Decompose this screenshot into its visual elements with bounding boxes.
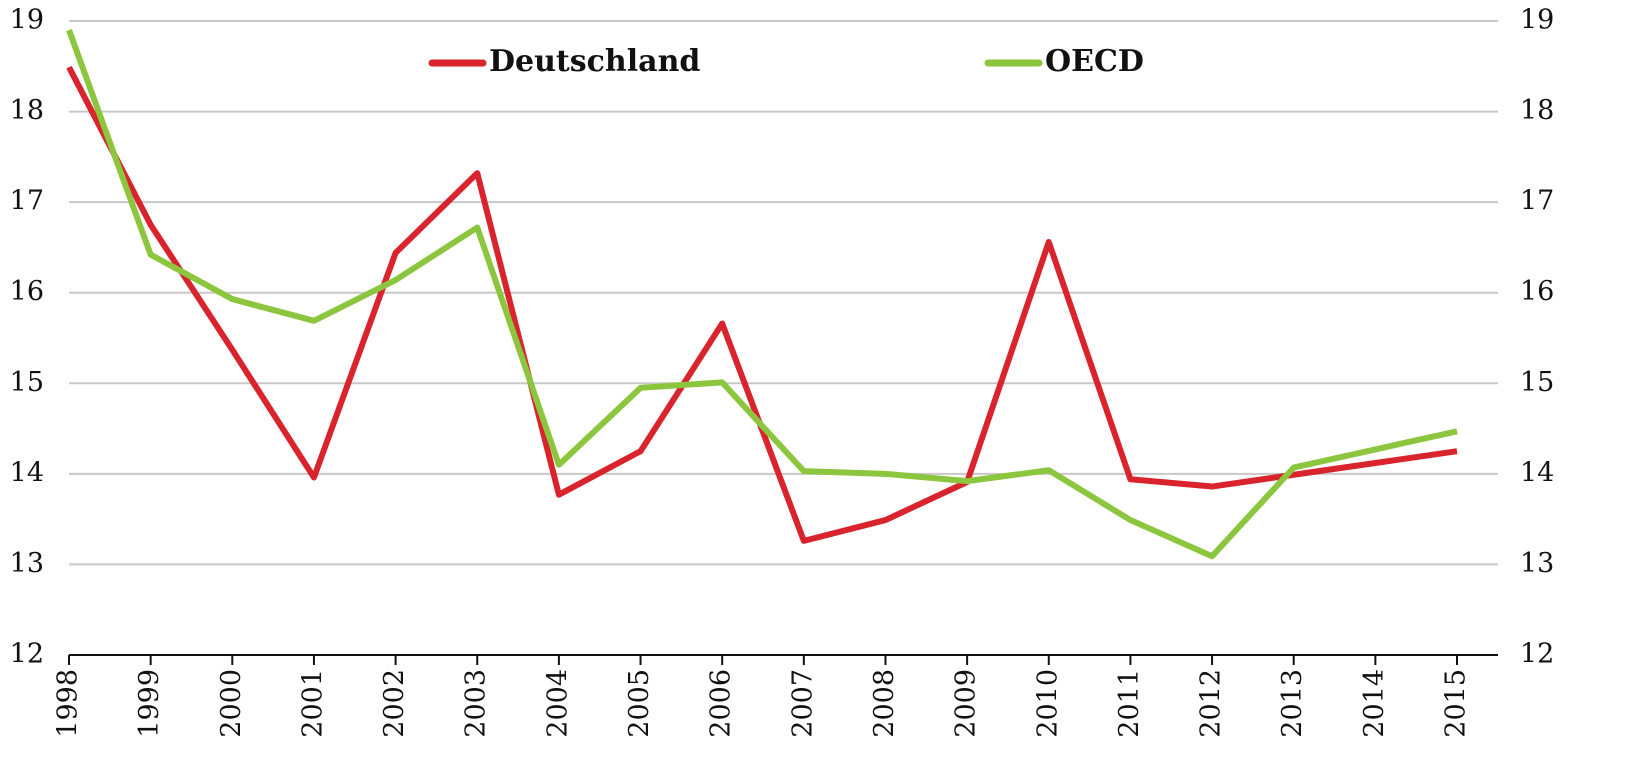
x-tick-label: 2009 xyxy=(951,669,982,738)
y2-tick-label: 15 xyxy=(1520,367,1554,398)
y2-tick-label: 17 xyxy=(1520,186,1554,217)
y-tick-label: 18 xyxy=(10,95,44,126)
y-tick-label: 14 xyxy=(10,457,44,488)
data-line xyxy=(66,29,1458,560)
x-tick-label: 2000 xyxy=(216,669,247,738)
y2-tick-label: 16 xyxy=(1520,276,1554,307)
y2-tick-label: 13 xyxy=(1520,548,1554,579)
x-tick-label: 2014 xyxy=(1359,669,1390,738)
y-tick-label: 17 xyxy=(10,186,44,217)
y-tick-label: 16 xyxy=(10,276,44,307)
y-tick-label: 19 xyxy=(10,5,44,36)
x-tick-label: 1999 xyxy=(134,669,165,738)
y2-tick-label: 18 xyxy=(1520,95,1554,126)
y2-tick-label: 12 xyxy=(1520,639,1554,670)
x-tick-label: 1998 xyxy=(53,669,84,738)
x-tick-label: 2001 xyxy=(297,669,328,738)
y-tick-label: 12 xyxy=(10,639,44,670)
y2-tick-label: 14 xyxy=(1520,457,1554,488)
x-tick-label: 2004 xyxy=(542,669,573,738)
y2-tick-label: 19 xyxy=(1520,5,1554,36)
y-tick-label: 13 xyxy=(10,548,44,579)
x-tick-label: 2013 xyxy=(1277,669,1308,738)
x-tick-label: 2010 xyxy=(1032,669,1063,738)
y-tick-label: 15 xyxy=(10,367,44,398)
x-tick-label: 2005 xyxy=(624,669,655,738)
x-tick-label: 2012 xyxy=(1196,669,1227,738)
legend-label: Deutschland xyxy=(489,44,700,79)
x-tick-label: 2011 xyxy=(1114,669,1145,738)
data-line xyxy=(66,65,1458,544)
x-tick-label: 2007 xyxy=(787,669,818,738)
x-tick-label: 2008 xyxy=(869,669,900,738)
x-tick-label: 2002 xyxy=(379,669,410,738)
legend-label: OECD xyxy=(1045,44,1144,79)
x-tick-label: 2003 xyxy=(461,669,492,738)
x-tick-label: 2006 xyxy=(706,669,737,738)
x-tick-label: 2015 xyxy=(1441,669,1472,738)
